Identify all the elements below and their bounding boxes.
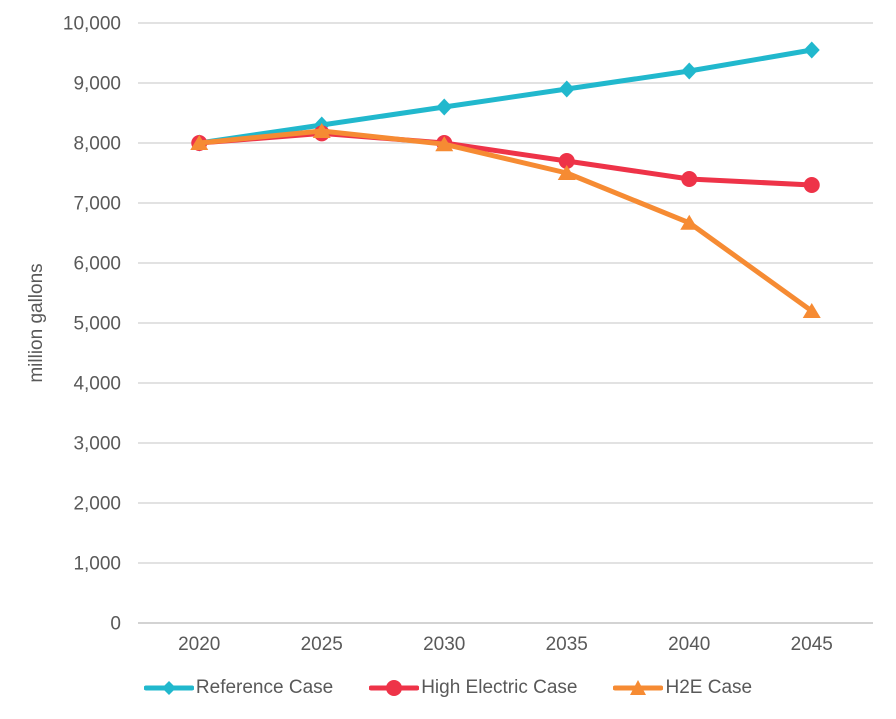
plot-area: 0 1,000 2,000 3,000 4,000 5,000 6,000 7,000 8,00… — [26, 14, 873, 655]
y-axis-title: million gallons — [26, 263, 47, 382]
legend-triangle-icon — [613, 680, 664, 695]
series-high-electric-case-circle-marker — [681, 171, 698, 187]
y-tick-label: 6,000 — [73, 254, 121, 275]
y-tick-label: 7,000 — [73, 194, 121, 215]
legend-item-high-electric-case: High Electric Case — [369, 677, 577, 699]
series-h2e-case-triangle-marker — [557, 165, 576, 180]
chart-legend: Reference Case High Electric Case H2E Case — [0, 662, 896, 714]
x-tick-label: 2045 — [791, 634, 833, 655]
series-high-electric-case-circle-marker — [803, 177, 820, 193]
x-tick-label: 2035 — [546, 634, 588, 655]
series-reference-case-diamond-marker — [803, 41, 820, 59]
legend-circle-icon — [369, 680, 420, 696]
y-tick-label: 8,000 — [73, 134, 121, 155]
series-h2e-case-triangle-marker — [802, 303, 821, 318]
x-tick-label: 2020 — [178, 634, 220, 655]
series-h2e-case-triangle-marker — [680, 214, 699, 230]
y-tick-label: 2,000 — [73, 494, 121, 515]
series-reference-case-diamond-marker — [681, 62, 698, 80]
legend-diamond-icon — [143, 681, 194, 695]
legend-label: H2E Case — [665, 677, 753, 698]
series-line-h2e-case — [196, 128, 815, 314]
series-h2e-case-triangle-marker — [190, 135, 209, 150]
series-h2e-case-triangle-marker — [312, 123, 331, 138]
legend-item-reference-case: Reference Case — [143, 677, 334, 699]
series-h2e-case-triangle-marker — [435, 136, 454, 152]
series-reference-case-diamond-marker — [436, 98, 453, 116]
legend-item-h2e-case: H2E Case — [613, 677, 752, 699]
series-line-reference-case — [196, 47, 815, 146]
y-tick-label: 10,000 — [63, 14, 121, 35]
series-high-electric-case-circle-marker — [558, 153, 575, 169]
y-tick-label: 4,000 — [73, 374, 121, 395]
y-tick-label: 1,000 — [73, 554, 121, 575]
legend-label: High Electric Case — [421, 677, 578, 698]
series-reference-case-diamond-marker — [558, 80, 575, 98]
y-tick-label: 3,000 — [73, 434, 121, 455]
y-tick-label: 0 — [110, 614, 121, 635]
x-tick-label: 2025 — [301, 634, 343, 655]
x-tick-label: 2030 — [423, 634, 465, 655]
y-tick-label: 9,000 — [73, 74, 121, 95]
x-tick-label: 2040 — [668, 634, 710, 655]
y-tick-label: 5,000 — [73, 314, 121, 335]
legend-label: Reference Case — [195, 677, 334, 698]
